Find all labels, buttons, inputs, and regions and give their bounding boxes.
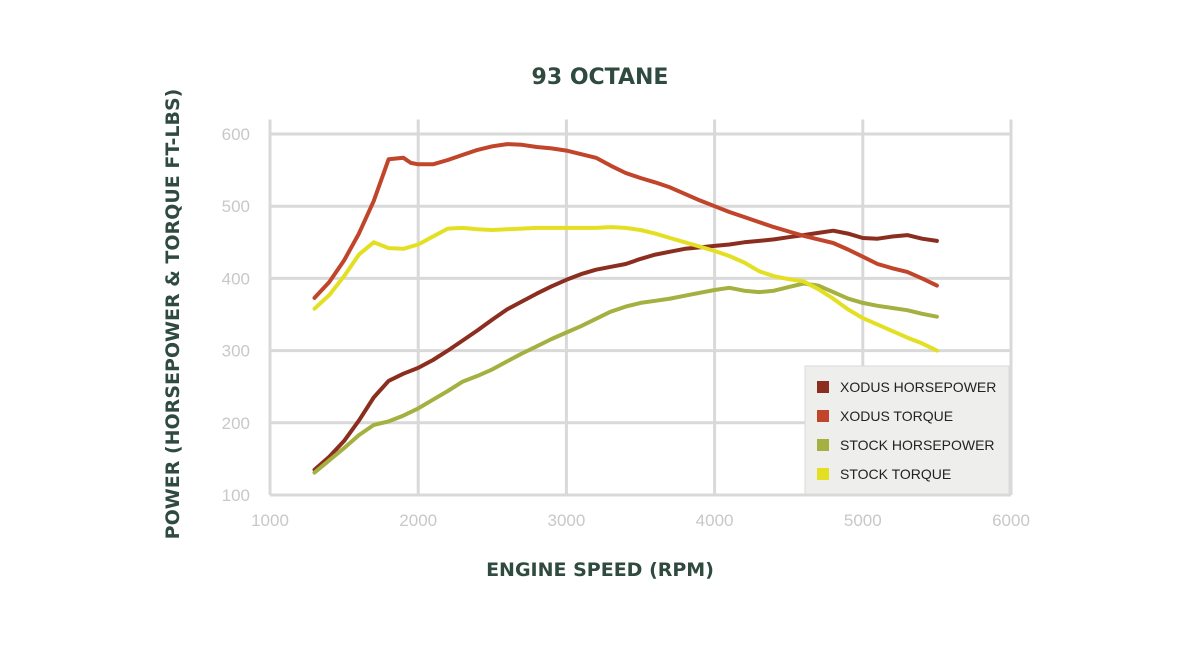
legend-swatch — [817, 381, 829, 393]
y-tick-label: 200 — [222, 414, 250, 433]
x-tick-label: 4000 — [696, 511, 734, 530]
series-line-xodus-torque — [312, 142, 939, 300]
y-tick-label: 300 — [222, 342, 250, 361]
grid — [268, 119, 1013, 497]
legend-label: XODUS HORSEPOWER — [840, 379, 996, 395]
legend-swatch — [817, 439, 829, 451]
legend-label: STOCK HORSEPOWER — [840, 437, 995, 453]
x-axis-title: ENGINE SPEED (RPM) — [486, 559, 714, 581]
y-tick-label: 600 — [222, 125, 250, 144]
legend: XODUS HORSEPOWER XODUS TORQUE STOCK HORSEP… — [804, 365, 1010, 495]
y-tick-label: 400 — [222, 269, 250, 288]
legend-swatch — [817, 410, 829, 422]
series-line-xodus-horsepower — [312, 228, 939, 472]
x-tick-label: 1000 — [251, 511, 289, 530]
y-tick-label: 500 — [222, 197, 250, 216]
x-tick-label: 3000 — [547, 511, 585, 530]
axis-ticks: 100 200 300 400 500 600 1000 2000 3000 4000 5000 60… — [222, 125, 1030, 530]
legend-swatch — [817, 468, 829, 480]
series-lines — [312, 142, 939, 475]
legend-box — [804, 365, 1010, 495]
series-line-stock-horsepower — [312, 281, 939, 475]
series-line-stock-torque — [312, 225, 939, 353]
legend-label: STOCK TORQUE — [840, 466, 951, 482]
x-tick-label: 6000 — [992, 511, 1030, 530]
y-tick-label: 100 — [222, 486, 250, 505]
y-axis-title: POWER (HORSEPOWER & TORQUE FT-LBS) — [162, 89, 184, 540]
chart-title: 93 OCTANE — [532, 65, 669, 90]
x-tick-label: 2000 — [399, 511, 437, 530]
x-tick-label: 5000 — [844, 511, 882, 530]
legend-label: XODUS TORQUE — [840, 408, 953, 424]
